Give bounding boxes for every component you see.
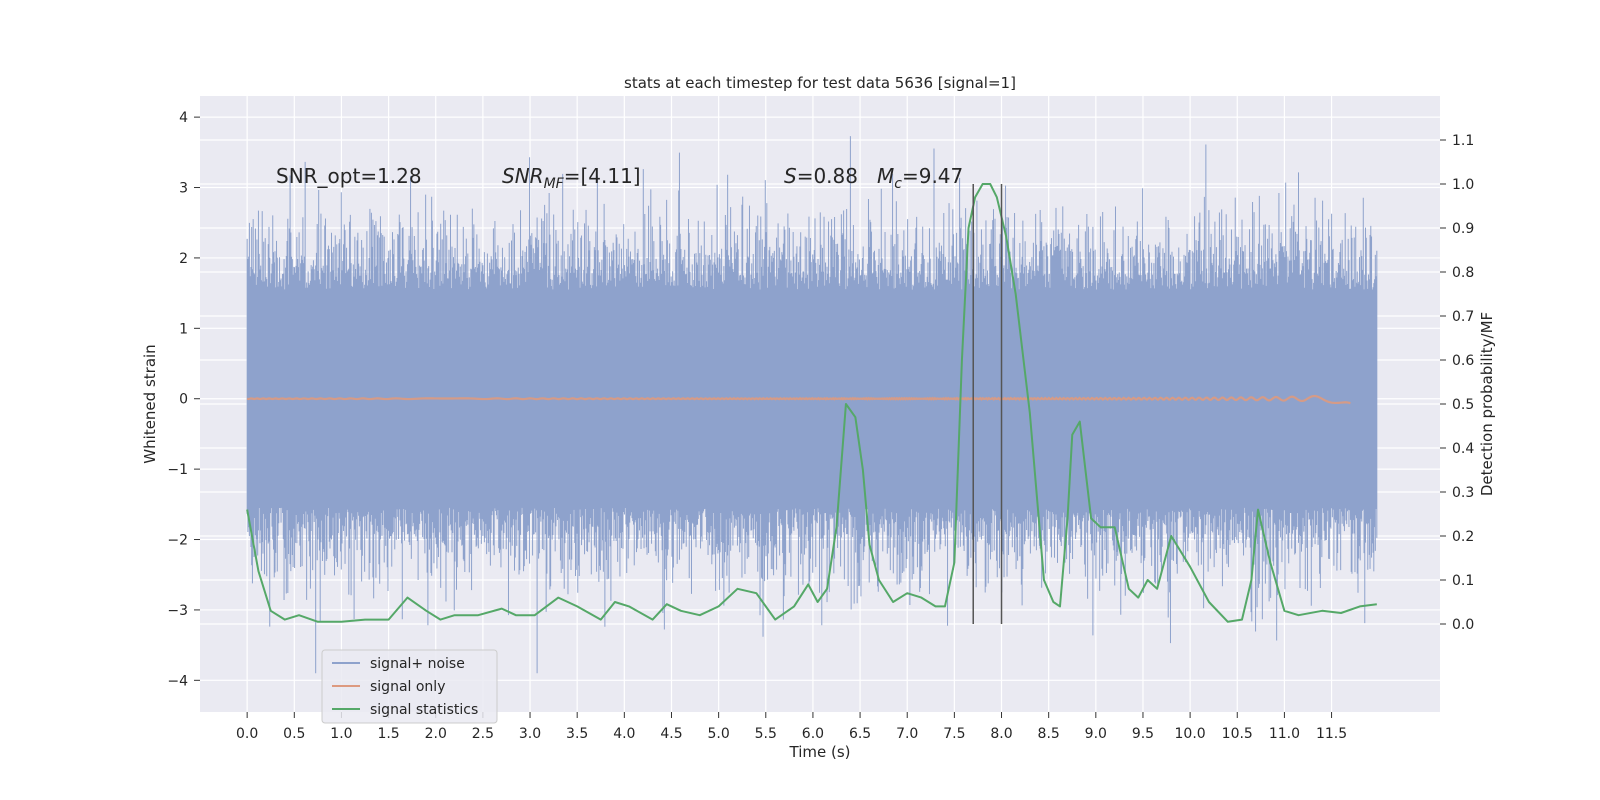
y2-tick-label: 0.8: [1452, 265, 1474, 281]
x-tick-label: 7.5: [943, 726, 965, 742]
y2-tick-label: 0.2: [1452, 529, 1474, 545]
x-tick-label: 2.5: [472, 726, 494, 742]
x-tick-label: 9.5: [1132, 726, 1154, 742]
y-tick-label: 3: [179, 181, 188, 197]
y-tick-label: 1: [179, 321, 188, 337]
y2-tick-label: 0.4: [1452, 441, 1474, 457]
annotation-mc: Mc=9.47: [877, 164, 963, 192]
y2-axis-title: Detection probability/MF: [1478, 312, 1496, 496]
x-tick-label: 0.0: [236, 726, 258, 742]
y2-tick-label: 0.6: [1452, 353, 1474, 369]
noise-trace: [246, 136, 1378, 674]
y2-tick-label: 0.1: [1452, 573, 1474, 589]
y2-tick-label: 0.3: [1452, 485, 1474, 501]
annotation-s: S=0.88: [784, 164, 858, 188]
x-tick-label: 7.0: [896, 726, 918, 742]
x-tick-label: 5.5: [755, 726, 777, 742]
y2-tick-label: 1.0: [1452, 177, 1474, 193]
statistics-trace: [246, 183, 1377, 623]
marker-lines: [972, 184, 1003, 624]
legend-box: [321, 649, 498, 724]
y-tick-label: 2: [179, 251, 188, 267]
y2-tick-label: 1.1: [1452, 133, 1474, 149]
x-tick-label: 6.0: [802, 726, 824, 742]
legend-label-signal-only: signal only: [370, 679, 445, 695]
y-tick-label: 4: [179, 110, 188, 126]
x-tick-label: 6.5: [849, 726, 871, 742]
x-tick-label: 9.0: [1085, 726, 1107, 742]
x-tick-label: 3.5: [566, 726, 588, 742]
x-tick-label: 3.0: [519, 726, 541, 742]
chart-title: stats at each timestep for test data 563…: [624, 74, 1016, 92]
y-tick-label: −3: [167, 603, 188, 619]
x-tick-label: 10.5: [1222, 726, 1253, 742]
x-tick-label: 8.5: [1038, 726, 1060, 742]
annotation-snr-mf: SNRMF=[4.11]: [502, 164, 641, 192]
annotation-snr-opt: SNR_opt=1.28: [276, 164, 422, 188]
x-tick-label: 2.0: [425, 726, 447, 742]
x-tick-label: 4.0: [613, 726, 635, 742]
x-tick-label: 8.0: [990, 726, 1012, 742]
x-tick-label: 5.0: [707, 726, 729, 742]
y2-tick-label: 0.9: [1452, 221, 1474, 237]
x-axis-title: Time (s): [789, 743, 851, 761]
y-tick-label: −2: [167, 533, 188, 549]
y-tick-label: −1: [167, 462, 188, 478]
y-tick-label: −4: [167, 673, 188, 689]
x-tick-label: 11.0: [1269, 726, 1300, 742]
y-tick-label: 0: [179, 392, 188, 408]
annotations: SNR_opt=1.28 SNRMF=[4.11] S=0.88 Mc=9.47: [276, 164, 963, 192]
legend-label-noise: signal+ noise: [370, 656, 465, 672]
y-axis-title: Whitened strain: [141, 344, 159, 463]
y2-tick-label: 0.0: [1452, 617, 1474, 633]
x-tick-label: 4.5: [660, 726, 682, 742]
signal-statistics-series: [246, 183, 1377, 623]
y2-tick-label: 0.7: [1452, 309, 1474, 325]
signal-only-trace: [246, 394, 1351, 405]
legend: signal+ noise signal only signal statist…: [321, 649, 498, 724]
y2-tick-label: 0.5: [1452, 397, 1474, 413]
x-tick-label: 1.0: [330, 726, 352, 742]
legend-label-statistics: signal statistics: [370, 702, 478, 718]
axis-ticks: 0.0 0.5 1.0 1.5 2.0 2.5 3.0 3.5 4.0 4.5 5.0 5.5 6.0 6…: [167, 110, 1474, 742]
x-tick-label: 11.5: [1316, 726, 1347, 742]
x-tick-label: 10.0: [1175, 726, 1206, 742]
x-tick-label: 1.5: [377, 726, 399, 742]
x-tick-label: 0.5: [283, 726, 305, 742]
signal-only-series: [246, 394, 1351, 405]
